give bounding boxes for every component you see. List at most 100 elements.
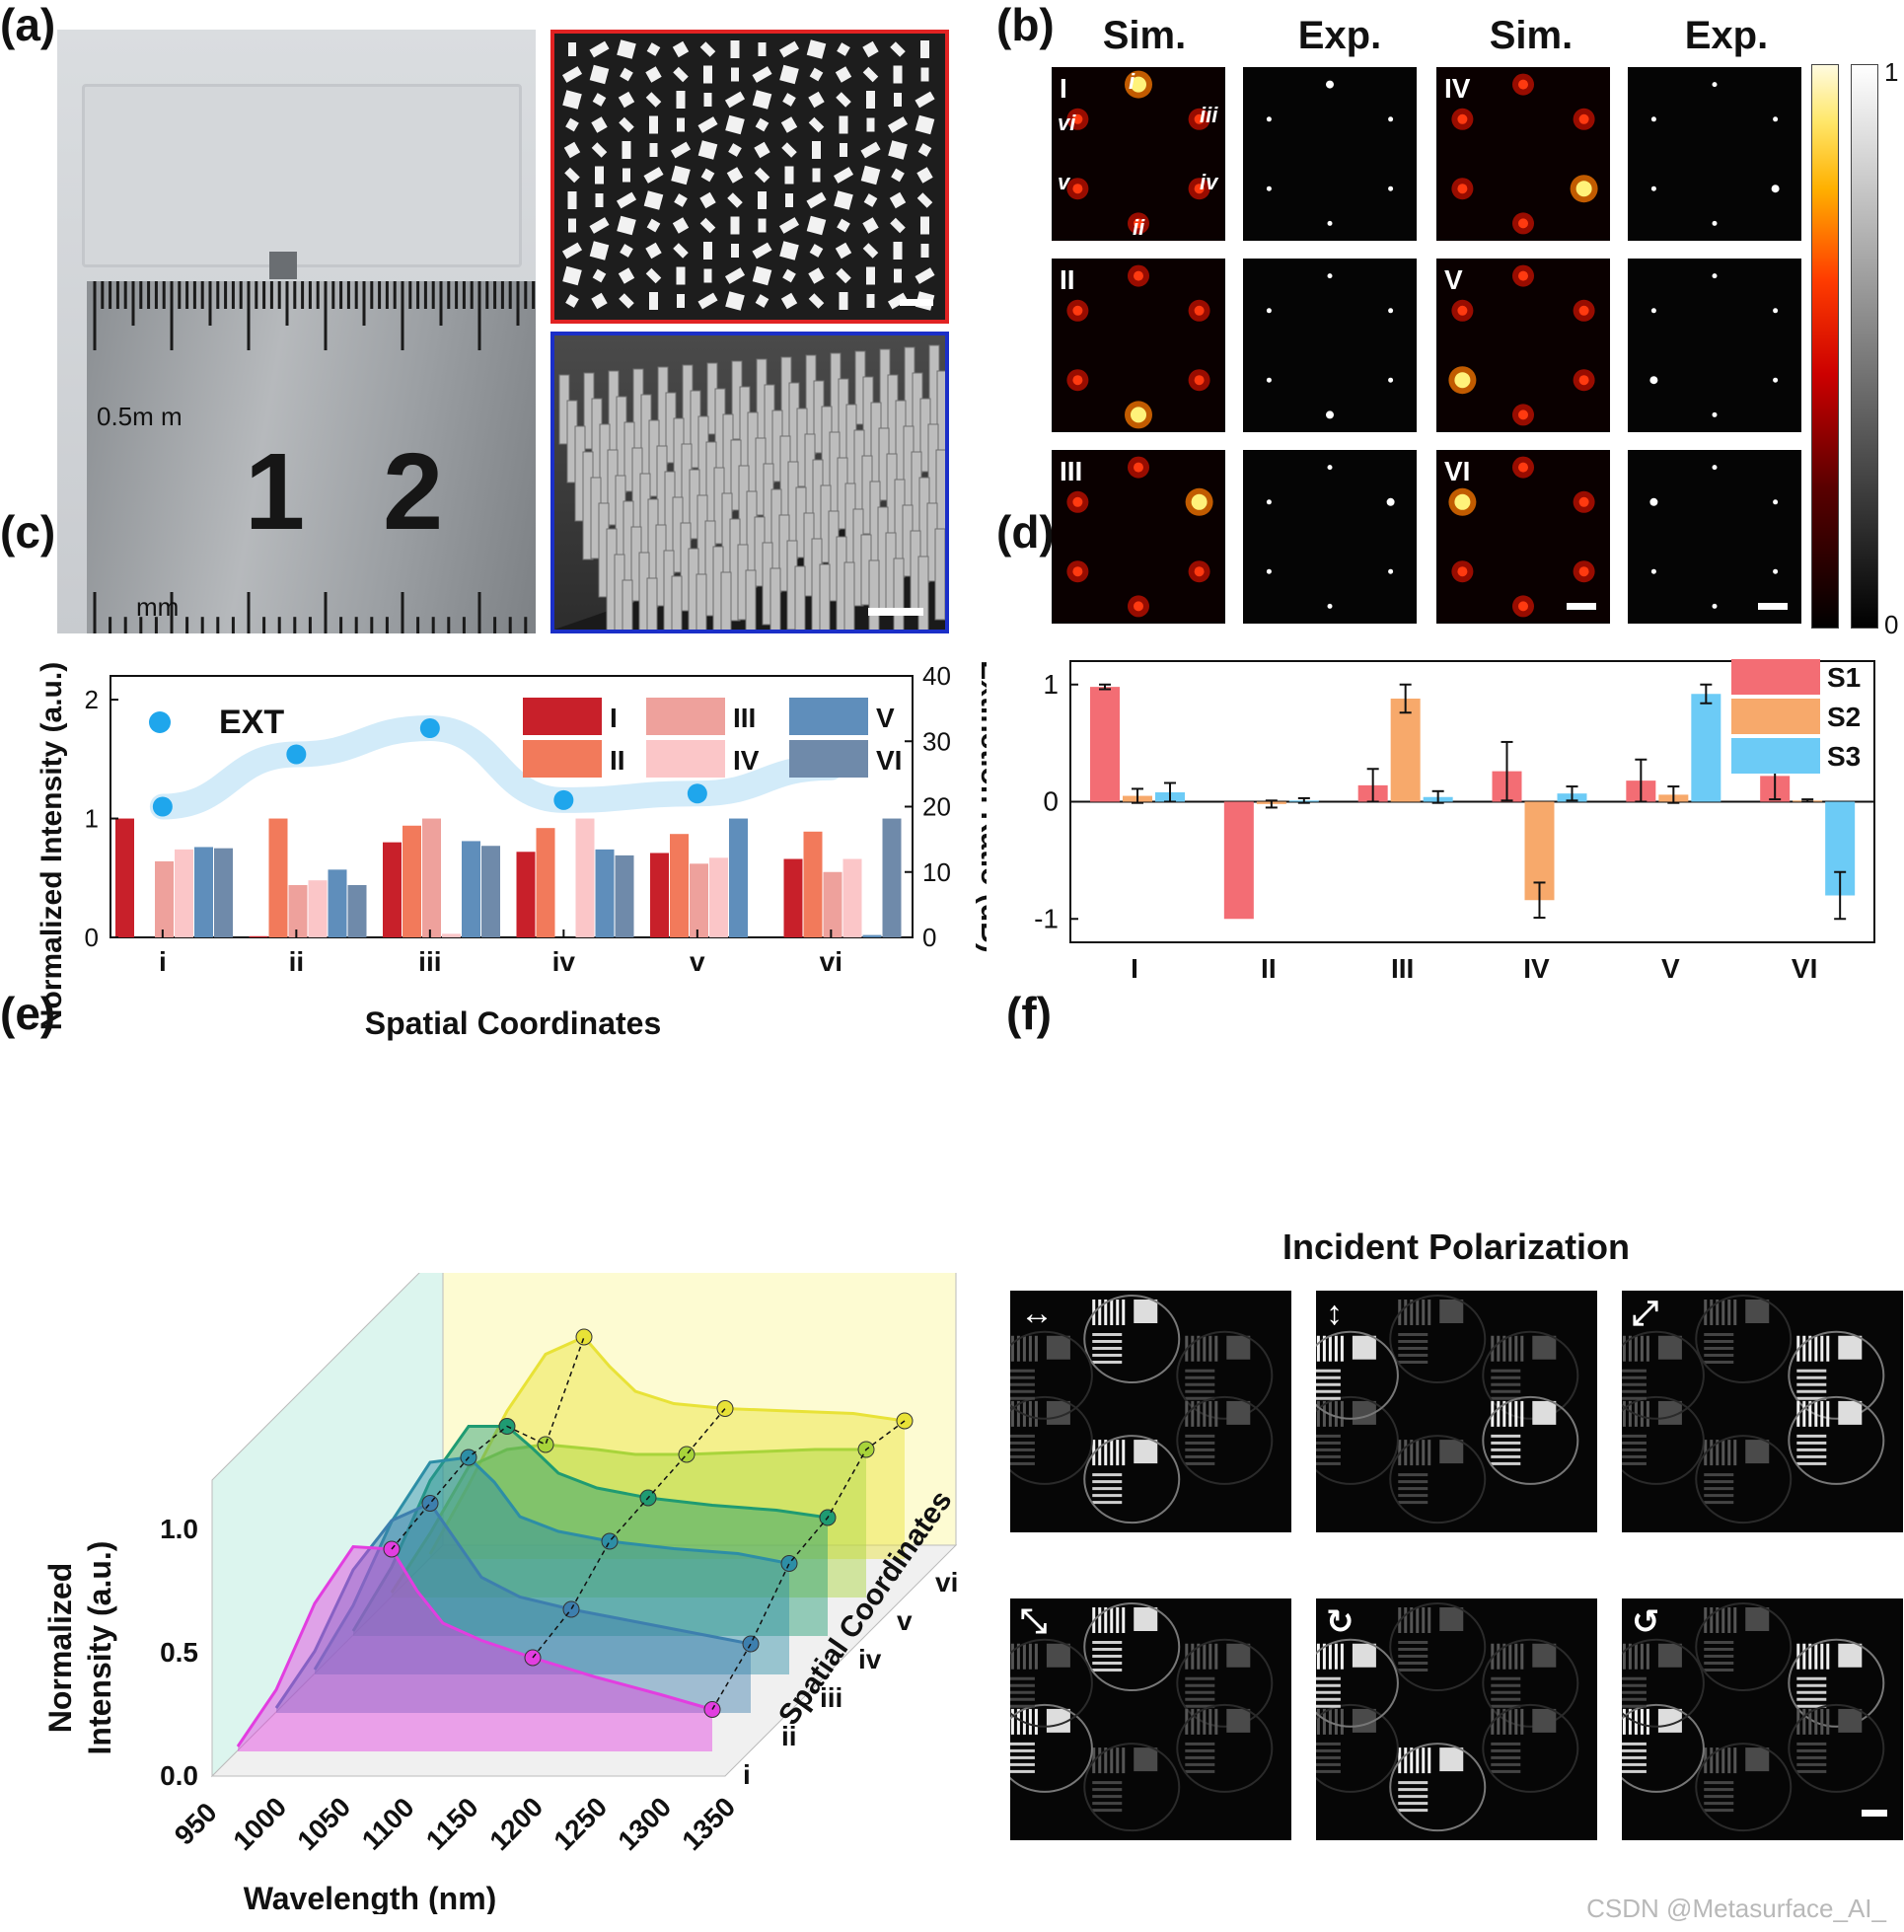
nanopillar — [754, 167, 770, 184]
target-bar — [1316, 1382, 1341, 1386]
nanopillar — [591, 292, 608, 310]
nanopillar — [649, 292, 658, 310]
target-bar — [1110, 1440, 1114, 1466]
target-bar — [1727, 1607, 1731, 1633]
target-bar — [1334, 1643, 1338, 1670]
target-bar — [1092, 1487, 1123, 1491]
scale-bar — [1862, 1810, 1887, 1817]
nanopillar — [699, 217, 716, 234]
nanopillar — [755, 117, 769, 132]
target-outline — [1622, 1395, 1705, 1485]
lcp-polarization-icon: ↺ — [1632, 1603, 1660, 1641]
nanopillar — [622, 168, 630, 183]
spot — [1266, 568, 1272, 574]
spot-label-i: i — [1129, 69, 1135, 94]
spot — [1773, 499, 1779, 505]
panel-label-d: (d) — [996, 506, 1055, 557]
target-square — [1226, 1708, 1251, 1733]
nanopillar — [752, 66, 772, 83]
resolution-target — [1695, 1295, 1793, 1383]
x-tick-label: 1100 — [356, 1792, 420, 1856]
nanopillar — [561, 242, 583, 260]
target-bar — [1622, 1441, 1647, 1445]
nanopillar — [860, 165, 881, 186]
target-bar — [1185, 1676, 1215, 1680]
x-tick-label: V — [1661, 953, 1680, 982]
exp-tile — [1243, 67, 1417, 241]
spot — [1266, 308, 1272, 314]
target-bar — [1416, 1300, 1420, 1325]
spot — [1650, 568, 1656, 574]
x-tick-label: v — [690, 946, 705, 977]
target-bar — [1316, 1690, 1341, 1694]
target-bar — [1316, 1375, 1341, 1379]
target-bar — [1802, 1643, 1806, 1670]
target-bar — [1010, 1762, 1035, 1766]
nanopillar — [833, 167, 854, 184]
nanopillar — [699, 191, 716, 209]
nanopillar — [887, 292, 909, 310]
bar-IV-ii — [308, 880, 328, 937]
target-bar — [1721, 1440, 1725, 1466]
nanopillar — [839, 115, 848, 134]
target-bar — [1316, 1708, 1320, 1735]
polarization-image: ↻ — [1316, 1598, 1597, 1840]
x-tick-label: 1250 — [548, 1791, 613, 1856]
nanopillar — [934, 528, 945, 621]
nanopillar — [724, 267, 746, 284]
nanopillar — [890, 41, 906, 57]
nanopillar — [866, 294, 875, 308]
target-outline — [1695, 1602, 1793, 1691]
resolution-target — [1010, 1330, 1093, 1420]
target-bar — [1404, 1747, 1408, 1774]
target-bar — [1491, 1461, 1521, 1465]
target-bar — [1428, 1440, 1431, 1466]
bar-II-ii — [268, 818, 288, 937]
spot — [1388, 308, 1394, 314]
target-pattern — [1622, 1602, 1885, 1832]
x-tick-label: 1150 — [420, 1792, 484, 1856]
target-square — [1134, 1440, 1158, 1464]
bar-III-i — [155, 860, 174, 937]
target-bar — [1491, 1697, 1521, 1701]
target-bar — [1203, 1335, 1207, 1362]
target-bar — [1733, 1747, 1737, 1774]
nanopillar — [645, 242, 662, 260]
nanopillar — [866, 117, 875, 132]
target-bar — [1491, 1375, 1521, 1379]
nanopillar — [731, 67, 739, 82]
spot — [1191, 493, 1208, 510]
target-bar — [1398, 1340, 1428, 1343]
target-bar — [1622, 1762, 1647, 1766]
target-bar — [1398, 1354, 1428, 1357]
nanopillar — [645, 92, 662, 108]
nanopillar — [839, 292, 848, 310]
target-bar — [1704, 1347, 1734, 1350]
target-bar — [1316, 1755, 1341, 1759]
spot — [1134, 601, 1143, 612]
panel-f-title: Incident Polarization — [1282, 1226, 1631, 1267]
spot — [1773, 377, 1779, 383]
spot — [1773, 308, 1779, 314]
spot — [1134, 462, 1143, 473]
nanopillar — [618, 91, 635, 109]
target-bar — [1814, 1708, 1818, 1735]
target-bar — [1010, 1375, 1035, 1379]
target-bar — [1622, 1461, 1647, 1465]
nanopillar — [808, 293, 825, 309]
nanopillar — [643, 190, 664, 210]
nanopillar — [916, 167, 933, 184]
target-bar — [1502, 1643, 1506, 1670]
target-bar — [1704, 1641, 1734, 1644]
target-outline — [1695, 1295, 1793, 1383]
spot — [1194, 113, 1205, 124]
target-bar — [1185, 1769, 1215, 1773]
spot-pattern — [1448, 264, 1595, 426]
target-bar — [1796, 1683, 1827, 1687]
target-bar — [1203, 1400, 1207, 1427]
target-bar — [1491, 1396, 1521, 1400]
nanopillar — [591, 142, 608, 158]
target-bar — [1116, 1747, 1120, 1774]
